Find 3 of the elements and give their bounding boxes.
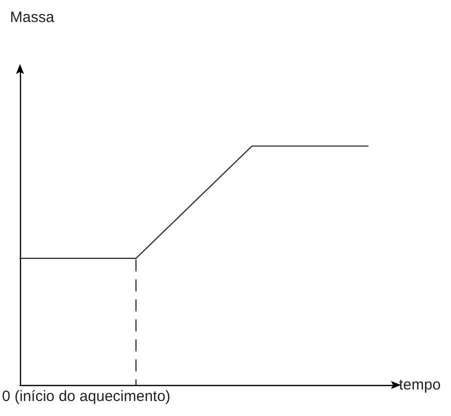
text: Massa	[10, 9, 55, 26]
x-axis-title: tempo	[399, 376, 441, 394]
text: 0 (início do aquecimento)	[2, 388, 170, 405]
